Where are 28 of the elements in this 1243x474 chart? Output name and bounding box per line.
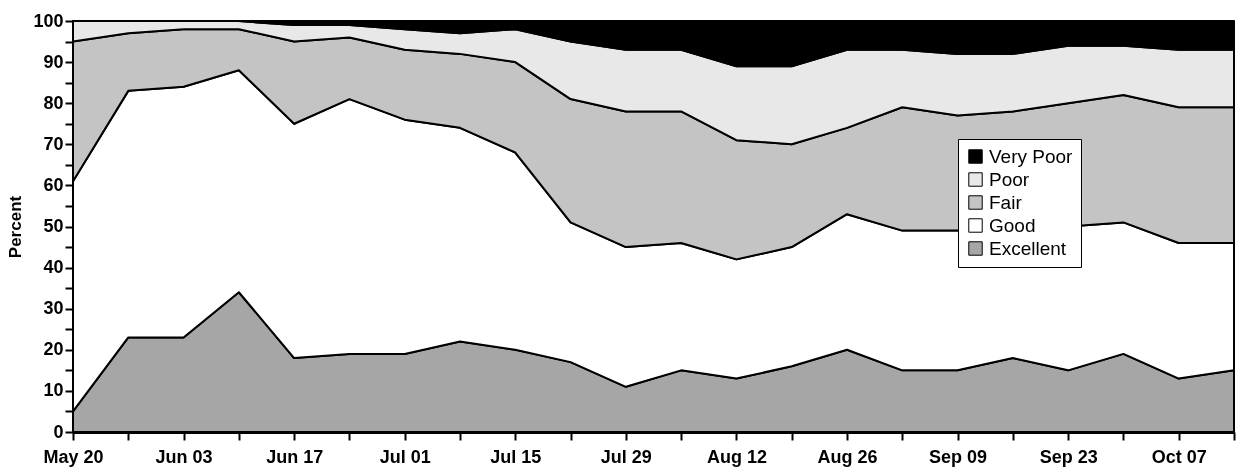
x-tick-label: Jul 15 [490, 446, 542, 467]
x-tick-label: Jun 03 [155, 446, 213, 467]
y-tick-label: 70 [43, 133, 64, 154]
y-tick-label: 0 [53, 421, 64, 442]
x-tick-label: Jul 29 [600, 446, 652, 467]
y-axis-title: Percent [6, 195, 26, 259]
legend-label: Very Poor [989, 145, 1074, 167]
x-tick-label: Jun 17 [266, 446, 324, 467]
y-tick-label: 40 [43, 257, 64, 278]
y-tick-label: 60 [43, 174, 64, 195]
x-tick-label: Aug 26 [817, 446, 878, 467]
y-tick-label: 10 [43, 380, 64, 401]
legend-label: Good [989, 214, 1036, 236]
legend-label: Excellent [989, 237, 1067, 259]
y-tick-label: 30 [43, 298, 64, 319]
y-tick-label: 90 [43, 51, 64, 72]
legend-label: Poor [989, 168, 1030, 190]
legend-label: Fair [989, 191, 1023, 213]
x-tick-label: Oct 07 [1151, 446, 1207, 467]
x-tick-label: May 20 [43, 446, 104, 467]
x-tick-label: Aug 12 [706, 446, 767, 467]
x-tick-label: Sep 09 [929, 446, 988, 467]
y-tick-label: 20 [43, 339, 64, 360]
x-tick-label: Sep 23 [1039, 446, 1098, 467]
y-tick-label: 50 [43, 216, 64, 236]
x-tick-label: Jul 01 [379, 446, 431, 467]
y-tick-label: 100 [33, 10, 64, 31]
y-tick-label: 80 [43, 92, 64, 113]
